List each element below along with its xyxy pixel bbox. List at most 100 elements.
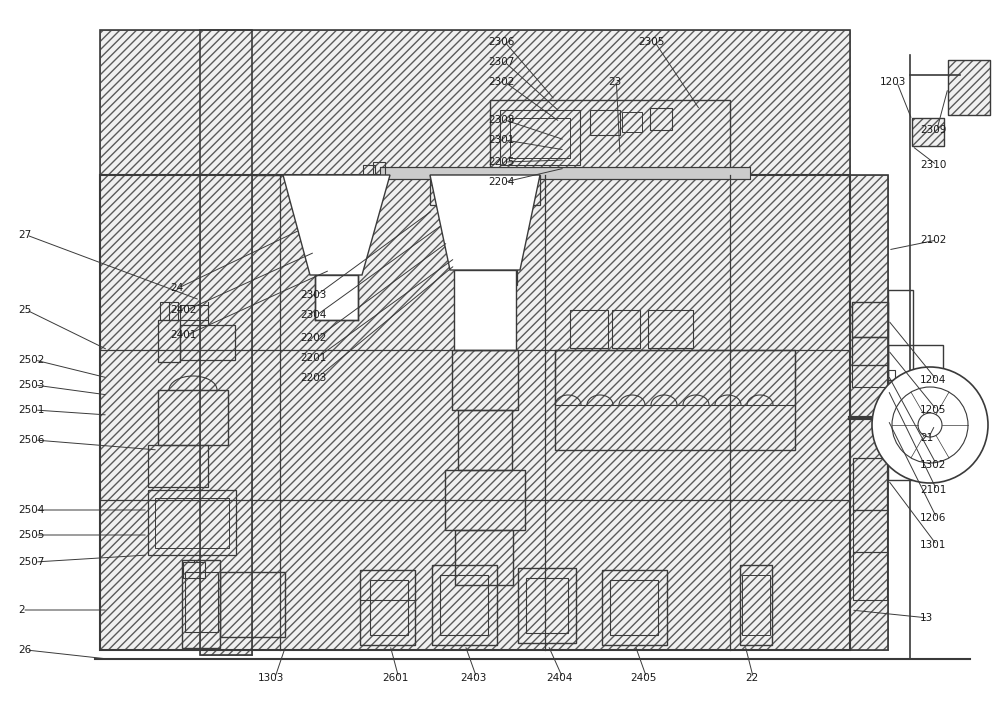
Bar	[363, 165, 375, 181]
Bar	[490, 100, 730, 175]
Text: 22: 22	[745, 673, 758, 683]
Bar	[622, 112, 642, 132]
Text: 2403: 2403	[460, 673, 486, 683]
Text: 2405: 2405	[630, 673, 656, 683]
Bar	[370, 580, 408, 635]
Text: 1301: 1301	[920, 540, 946, 550]
Bar	[948, 60, 990, 115]
Bar	[148, 445, 208, 487]
Bar	[100, 175, 850, 650]
Bar	[570, 310, 608, 348]
Text: 2307: 2307	[488, 57, 514, 67]
Text: 2205: 2205	[488, 157, 514, 167]
Bar	[612, 310, 640, 348]
Bar	[442, 205, 528, 230]
Text: 2203: 2203	[300, 373, 326, 383]
Bar	[888, 380, 910, 420]
Text: 1203: 1203	[880, 77, 906, 87]
Bar	[448, 230, 522, 260]
Bar	[888, 290, 913, 480]
Text: 21: 21	[920, 433, 933, 443]
Text: 2308: 2308	[488, 115, 514, 125]
Bar	[158, 320, 180, 362]
Bar	[852, 365, 888, 387]
Text: 23: 23	[608, 77, 621, 87]
Bar	[100, 175, 850, 650]
Text: 2502: 2502	[18, 355, 44, 365]
Text: 27: 27	[18, 230, 31, 240]
Text: 2505: 2505	[18, 530, 44, 540]
Bar	[912, 118, 944, 146]
Bar	[155, 498, 229, 548]
Bar	[458, 410, 512, 470]
Text: 1302: 1302	[920, 460, 946, 470]
Text: 2306: 2306	[488, 37, 514, 47]
Bar	[610, 580, 658, 635]
Bar	[183, 562, 205, 578]
Bar	[158, 390, 228, 445]
Bar	[602, 570, 667, 645]
Text: 2404: 2404	[546, 673, 572, 683]
Text: 2304: 2304	[300, 310, 326, 320]
Bar	[185, 572, 218, 632]
Text: 2402: 2402	[170, 305, 196, 315]
Bar	[648, 310, 693, 348]
Bar	[445, 470, 525, 530]
Bar	[373, 162, 385, 184]
Bar	[454, 270, 516, 350]
Bar	[182, 560, 220, 648]
Text: 2302: 2302	[488, 77, 514, 87]
Bar	[452, 350, 518, 410]
Bar	[500, 110, 580, 165]
Bar	[315, 275, 358, 320]
Bar	[432, 565, 497, 645]
Text: 2303: 2303	[300, 290, 326, 300]
Text: 25: 25	[18, 305, 31, 315]
Bar	[948, 60, 990, 115]
Text: 1204: 1204	[920, 375, 946, 385]
Text: 2507: 2507	[18, 557, 44, 567]
Bar	[510, 118, 570, 158]
Bar	[850, 175, 888, 650]
Bar	[853, 510, 887, 552]
Text: 2310: 2310	[920, 160, 946, 170]
Text: 24: 24	[170, 283, 183, 293]
Text: 1205: 1205	[920, 405, 946, 415]
Bar	[912, 118, 944, 146]
Text: 2201: 2201	[300, 353, 326, 363]
Text: 2202: 2202	[300, 333, 326, 343]
Polygon shape	[430, 175, 540, 270]
Text: 2504: 2504	[18, 505, 44, 515]
Bar	[853, 458, 887, 510]
Text: 1303: 1303	[258, 673, 284, 683]
Bar	[455, 260, 517, 285]
Bar	[200, 30, 252, 655]
Bar	[455, 530, 513, 585]
Bar	[742, 575, 770, 635]
Polygon shape	[283, 175, 390, 275]
Bar	[160, 302, 178, 320]
Text: 2503: 2503	[18, 380, 44, 390]
Text: 2506: 2506	[18, 435, 44, 445]
Bar	[555, 350, 795, 450]
Bar	[380, 167, 750, 179]
Bar	[180, 325, 235, 360]
Bar	[200, 30, 252, 655]
Text: 2601: 2601	[382, 673, 408, 683]
Bar	[100, 30, 850, 175]
Text: 2204: 2204	[488, 177, 514, 187]
Bar	[360, 570, 415, 645]
Bar	[440, 575, 488, 635]
Text: 2501: 2501	[18, 405, 44, 415]
Bar	[650, 108, 672, 130]
Text: 2101: 2101	[920, 485, 946, 495]
Bar	[148, 490, 236, 555]
Bar	[430, 175, 540, 205]
Bar	[887, 370, 895, 388]
Bar	[740, 565, 772, 645]
Text: 1206: 1206	[920, 513, 946, 523]
Bar	[852, 302, 888, 337]
Text: 2: 2	[18, 605, 25, 615]
Text: 2305: 2305	[638, 37, 664, 47]
Bar	[220, 572, 285, 637]
